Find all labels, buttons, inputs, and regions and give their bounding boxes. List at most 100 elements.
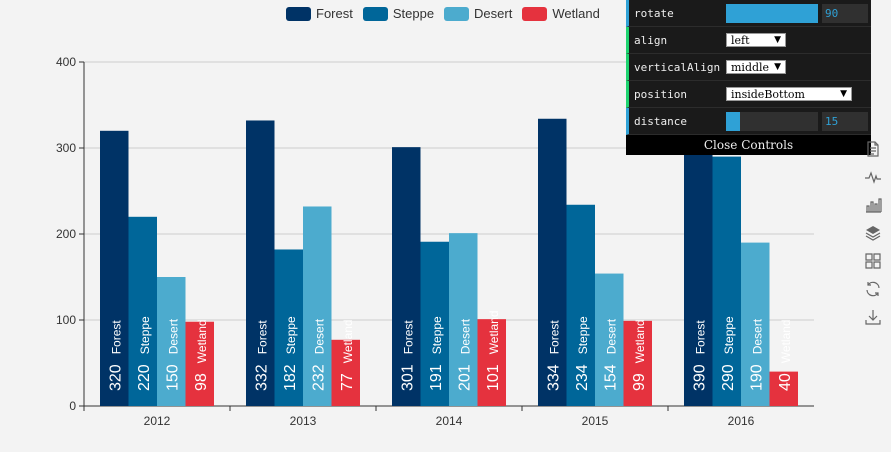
bar-series-label: Forest — [109, 320, 123, 355]
bar-value-label: 150 — [164, 364, 181, 391]
vertical-align-select[interactable]: middle ▼ — [726, 60, 786, 74]
bar-label: 99 Wetland — [631, 319, 648, 391]
bar-series-label: Desert — [750, 318, 764, 354]
restore-icon[interactable] — [864, 280, 882, 298]
bar-label: 390 Forest — [691, 320, 708, 391]
bar-chart-icon[interactable] — [864, 196, 882, 214]
bar-label: 190 Desert — [748, 318, 765, 391]
bar-desert-2016 — [741, 242, 770, 406]
rotate-value[interactable]: 90 — [822, 3, 868, 23]
bars — [100, 70, 798, 407]
bar-series-label: Forest — [693, 320, 707, 355]
bar-label: 320 Forest — [107, 320, 124, 391]
bar-desert-2012 — [157, 277, 186, 406]
bar-forest-2015 — [538, 118, 567, 406]
position-control: position insideBottom ▼ — [626, 81, 871, 108]
bar-label: 191 Steppe — [428, 316, 445, 391]
line-chart-icon[interactable] — [864, 168, 882, 186]
bar-value-label: 320 — [107, 364, 124, 391]
bar-value-label: 234 — [574, 364, 591, 391]
distance-value[interactable]: 15 — [822, 111, 868, 131]
bar-label: 98 Wetland — [193, 319, 210, 391]
y-tick-label: 200 — [56, 227, 76, 241]
save-image-icon[interactable] — [864, 308, 882, 326]
vertical-align-control: verticalAlign middle ▼ — [626, 54, 871, 81]
bar-forest-2012 — [100, 130, 129, 407]
bar-series-label: Desert — [604, 318, 618, 354]
position-select[interactable]: insideBottom ▼ — [726, 87, 852, 101]
x-tick-label: 2012 — [144, 414, 171, 428]
bar-label: 150 Desert — [164, 318, 181, 391]
bar-value-label: 220 — [136, 364, 153, 391]
legend-item-wetland[interactable]: Wetland — [522, 6, 600, 21]
bar-series-label: Steppe — [430, 316, 444, 354]
toolbox — [864, 140, 884, 326]
bar-series-label: Wetland — [633, 319, 647, 363]
bar-label: 232 Desert — [310, 318, 327, 391]
data-view-icon[interactable] — [864, 140, 882, 158]
vertical-align-value: middle — [731, 60, 770, 74]
legend-item-forest[interactable]: Forest — [286, 6, 353, 21]
align-label: align — [634, 33, 668, 47]
vertical-align-label: verticalAlign — [634, 60, 721, 74]
legend-swatch — [444, 6, 470, 21]
y-tick-label: 100 — [56, 313, 76, 327]
controls-panel: rotate 90 align left ▼ verticalAlign midd… — [626, 0, 871, 155]
bar-series-label: Forest — [547, 320, 561, 355]
bar-series-label: Steppe — [138, 316, 152, 354]
x-tick-label: 2015 — [582, 414, 609, 428]
tiled-icon[interactable] — [864, 252, 882, 270]
bar-label: 234 Steppe — [574, 316, 591, 391]
legend-item-steppe[interactable]: Steppe — [362, 6, 435, 21]
bar-label: 332 Forest — [253, 320, 270, 391]
bar-series-label: Wetland — [487, 310, 501, 354]
close-controls-button[interactable]: Close Controls — [626, 135, 871, 155]
rotate-label: rotate — [634, 6, 674, 20]
bar-series-label: Forest — [401, 320, 415, 355]
bar-value-label: 40 — [777, 373, 794, 391]
distance-slider[interactable] — [726, 111, 818, 131]
distance-label: distance — [634, 114, 687, 128]
bar-label: 182 Steppe — [282, 316, 299, 391]
bar-series-label: Wetland — [341, 319, 355, 363]
y-tick-label: 300 — [56, 141, 76, 155]
bar-steppe-2012 — [128, 216, 157, 406]
bar-value-label: 332 — [253, 364, 270, 391]
legend-item-desert[interactable]: Desert — [444, 6, 512, 21]
bar-value-label: 98 — [193, 373, 210, 391]
bar-series-label: Steppe — [722, 316, 736, 354]
bar-desert-2015 — [595, 273, 624, 406]
align-value: left — [731, 33, 750, 47]
bar-wetland-2014 — [477, 319, 506, 406]
x-tick-label: 2014 — [436, 414, 463, 428]
x-tick-label: 2016 — [728, 414, 755, 428]
bar-value-label: 191 — [428, 364, 445, 391]
legend-label: Steppe — [392, 6, 435, 21]
rotate-slider[interactable] — [726, 3, 818, 23]
bar-label: 220 Steppe — [136, 316, 153, 391]
bar-steppe-2015 — [566, 204, 595, 406]
chevron-down-icon: ▼ — [774, 35, 781, 45]
align-select[interactable]: left ▼ — [726, 33, 786, 47]
bar-desert-2014 — [449, 233, 478, 406]
distance-control: distance 15 — [626, 108, 871, 135]
bar-forest-2014 — [392, 147, 421, 406]
bar-series-label: Steppe — [284, 316, 298, 354]
bar-value-label: 77 — [339, 373, 356, 391]
stack-icon[interactable] — [864, 224, 882, 242]
legend-swatch — [522, 6, 548, 21]
bar-wetland-2015 — [623, 320, 652, 406]
bar-value-label: 232 — [310, 364, 327, 391]
bar-value-label: 301 — [399, 364, 416, 391]
chevron-down-icon: ▼ — [774, 62, 781, 72]
bar-wetland-2012 — [185, 321, 214, 406]
bar-wetland-2013 — [331, 339, 360, 406]
bar-label: 201 Desert — [456, 318, 473, 391]
bar-desert-2013 — [303, 206, 332, 406]
position-value: insideBottom — [731, 87, 805, 101]
bar-value-label: 99 — [631, 373, 648, 391]
bar-value-label: 201 — [456, 364, 473, 391]
bar-forest-2013 — [246, 120, 275, 406]
bar-label: 40 Wetland — [777, 319, 794, 391]
